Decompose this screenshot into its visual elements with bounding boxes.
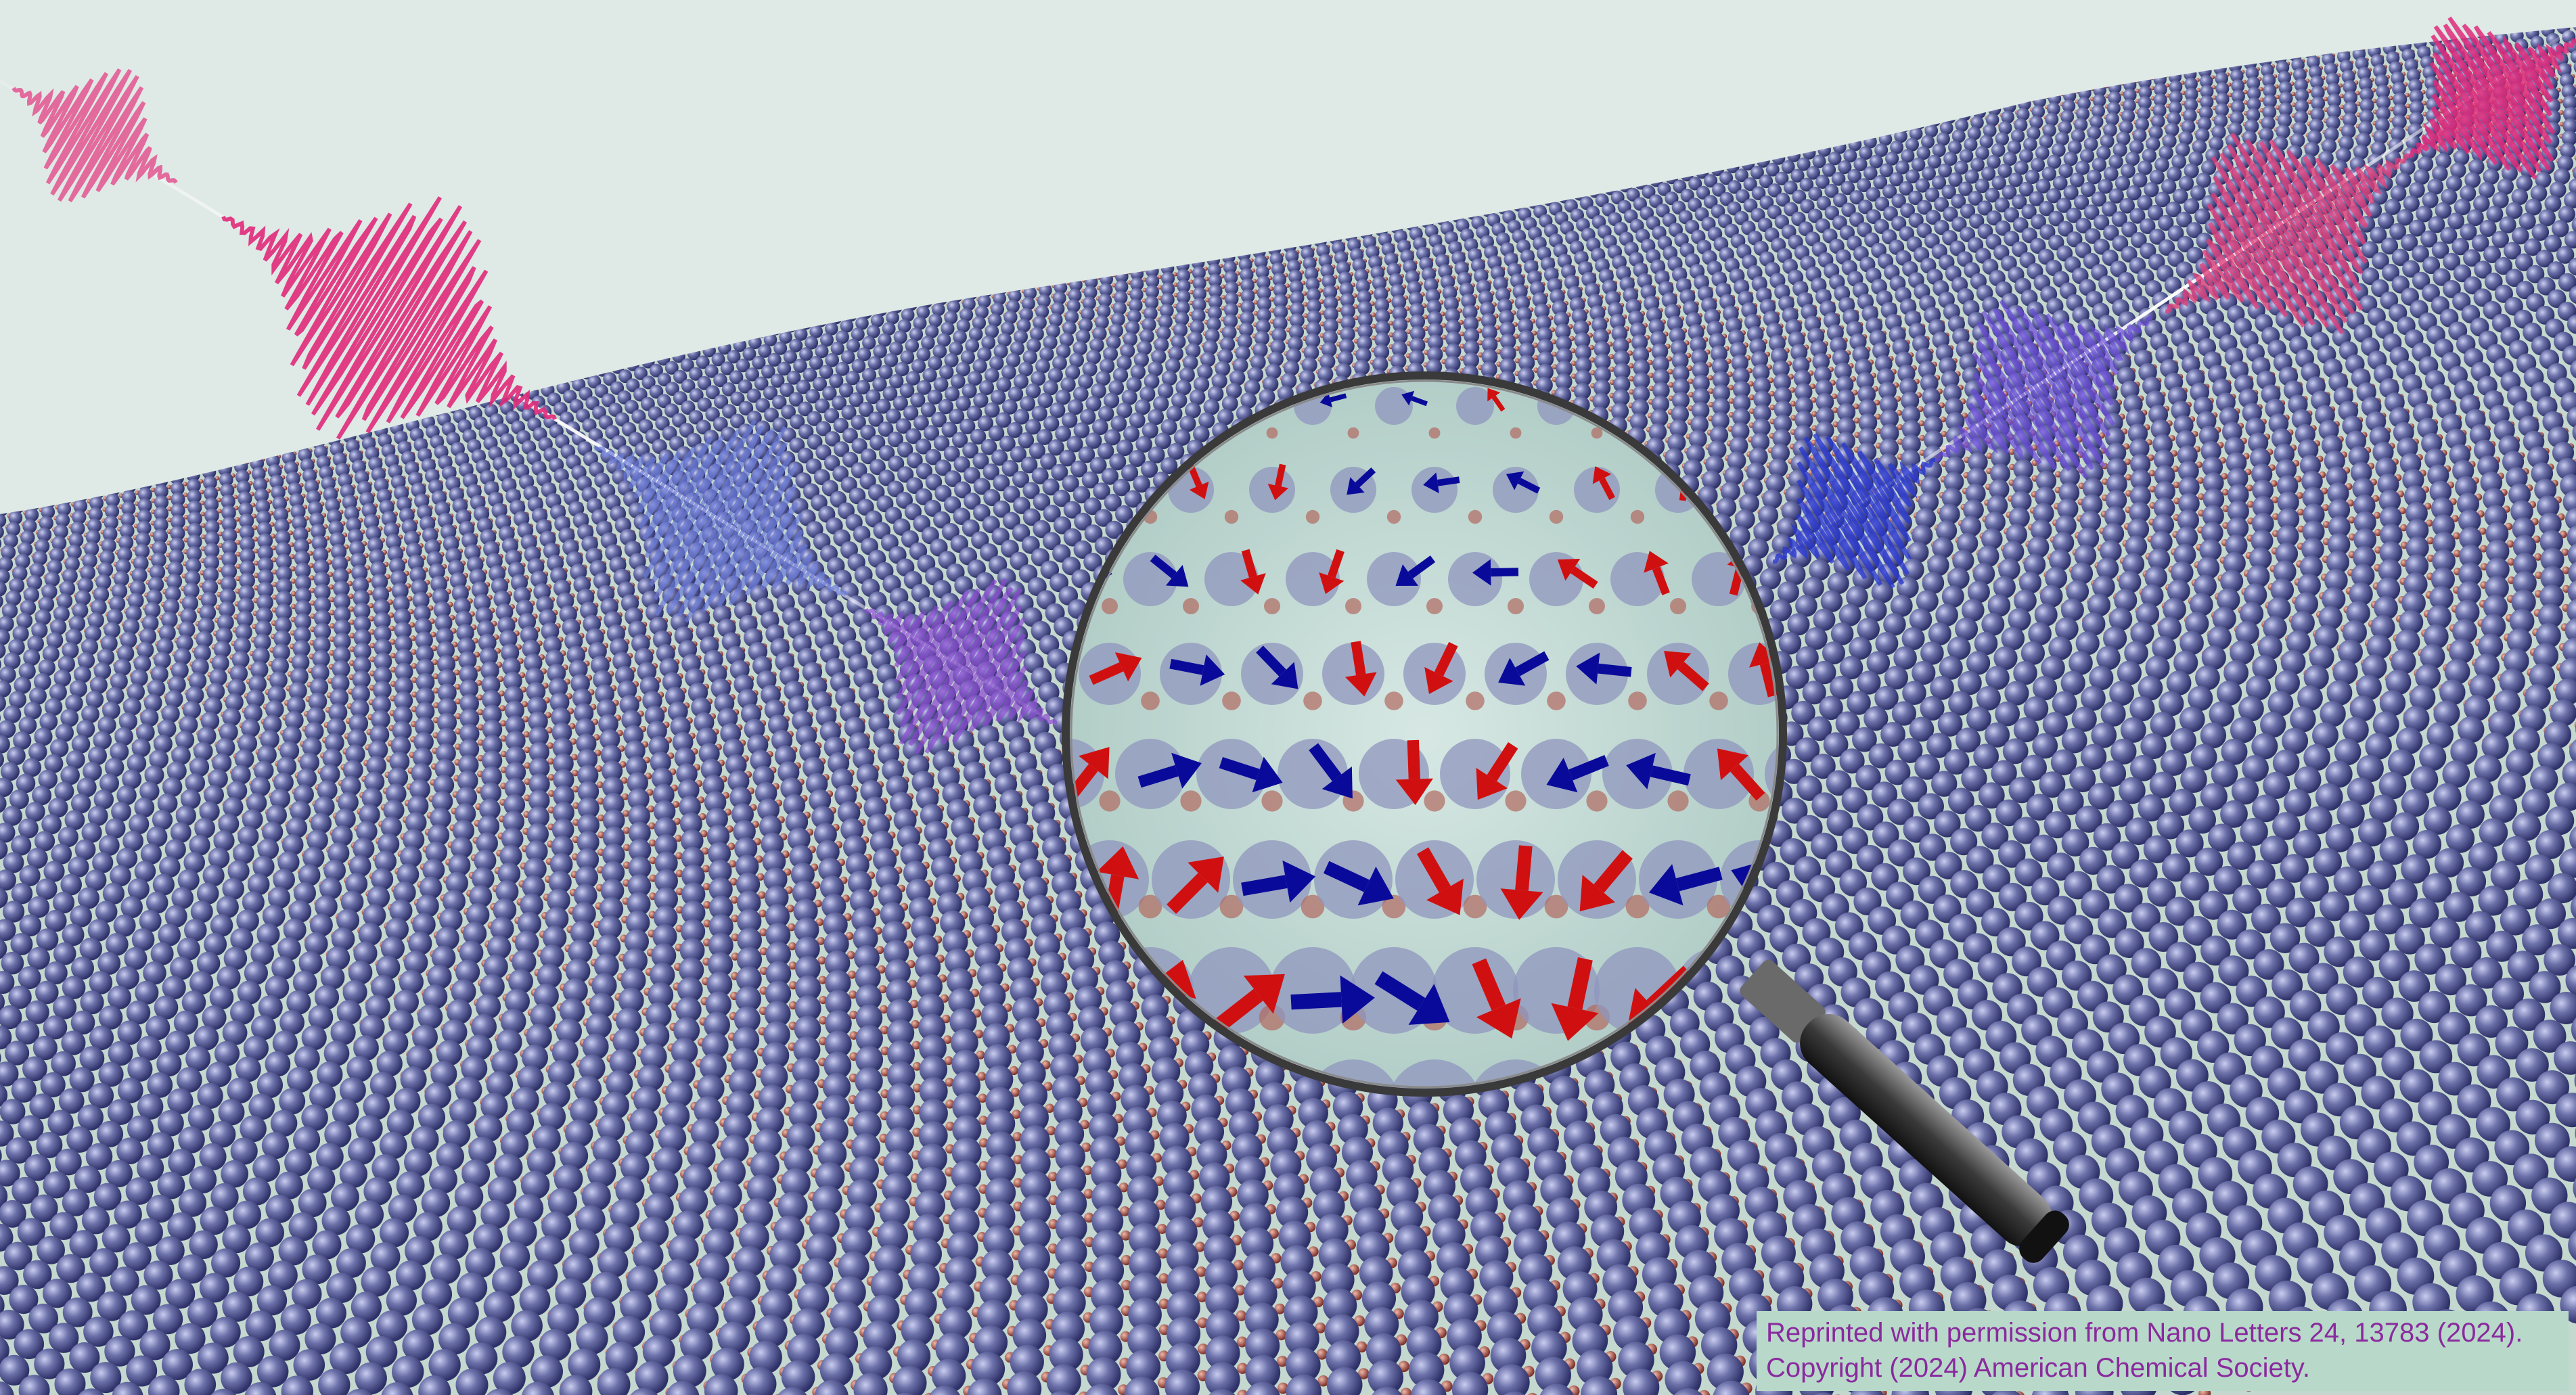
magnifier-rim: [1062, 371, 1787, 1097]
laser-pulse-icon: [0, 16, 2576, 755]
credit-line-1: Reprinted with permission from Nano Lett…: [1766, 1318, 2523, 1348]
credit-caption: Reprinted with permission from Nano Lett…: [1757, 1311, 2569, 1391]
magnifier-handle: [1740, 959, 2069, 1263]
credit-line-2: Copyright (2024) American Chemical Socie…: [1766, 1353, 2311, 1383]
